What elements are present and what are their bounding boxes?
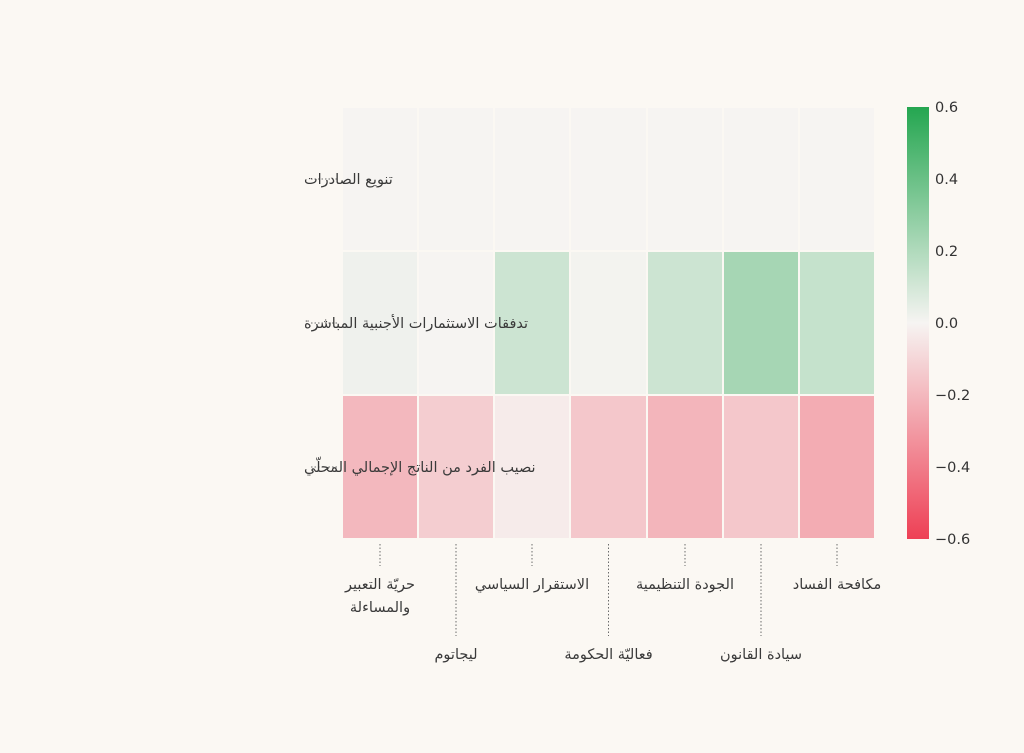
heatmap-cell — [343, 252, 417, 394]
colorbar-tick-label: −0.6 — [935, 532, 970, 548]
heatmap-cell — [648, 252, 722, 394]
heatmap-cell — [495, 108, 569, 250]
row-label: تدفقات الاستثمارات الأجنبية المباشرة — [304, 314, 528, 332]
colorbar-tick-label: −0.2 — [935, 388, 970, 404]
heatmap-cell — [800, 108, 874, 250]
heatmap-cell — [724, 396, 798, 538]
colorbar-tick-label: 0.6 — [935, 100, 958, 116]
row-label: تنويع الصادرات — [304, 172, 393, 188]
heatmap-cells — [343, 108, 874, 538]
column-label: ليجاتوم — [434, 647, 477, 663]
row-labels: تنويع الصادرات تدفقات الاستثمارات الأجنبي… — [304, 172, 536, 476]
heatmap-cell — [648, 396, 722, 538]
heatmap-cell — [495, 396, 569, 538]
heatmap-cell — [419, 396, 493, 538]
column-label: الجودة التنظيمية — [636, 577, 734, 593]
colorbar-tick-label: 0.2 — [935, 244, 958, 260]
column-label: حريّة التعبير — [344, 577, 415, 593]
colorbar: 0.6 0.4 0.2 0.0 −0.2 −0.4 −0.6 — [907, 100, 970, 548]
heatmap-cell — [419, 252, 493, 394]
heatmap-cell — [724, 108, 798, 250]
heatmap-cell — [800, 396, 874, 538]
column-label: سيادة القانون — [720, 647, 802, 663]
colorbar-gradient — [907, 107, 929, 539]
heatmap-cell — [571, 108, 646, 250]
heatmap-cell — [343, 396, 417, 538]
column-label: فعاليّة الحكومة — [564, 647, 652, 663]
heatmap-cell — [419, 108, 493, 250]
column-labels: حريّة التعبير والمساءلة ليجاتوم الاستقرار ا… — [344, 544, 881, 663]
heatmap-cell — [343, 108, 417, 250]
colorbar-tick-label: 0.0 — [935, 316, 958, 332]
column-label: والمساءلة — [350, 600, 410, 616]
colorbar-tick-label: 0.4 — [935, 172, 958, 188]
heatmap-cell — [571, 252, 646, 394]
heatmap-cell — [648, 108, 722, 250]
heatmap-cell — [571, 396, 646, 538]
heatmap-cell — [495, 252, 569, 394]
column-label: الاستقرار السياسي — [475, 577, 589, 593]
colorbar-tick-label: −0.4 — [935, 460, 970, 476]
column-label: مكافحة الفساد — [793, 577, 881, 593]
row-label: نصيب الفرد من الناتج الإجمالي المحلّي — [304, 456, 536, 476]
heatmap-cell — [800, 252, 874, 394]
heatmap-cell — [724, 252, 798, 394]
